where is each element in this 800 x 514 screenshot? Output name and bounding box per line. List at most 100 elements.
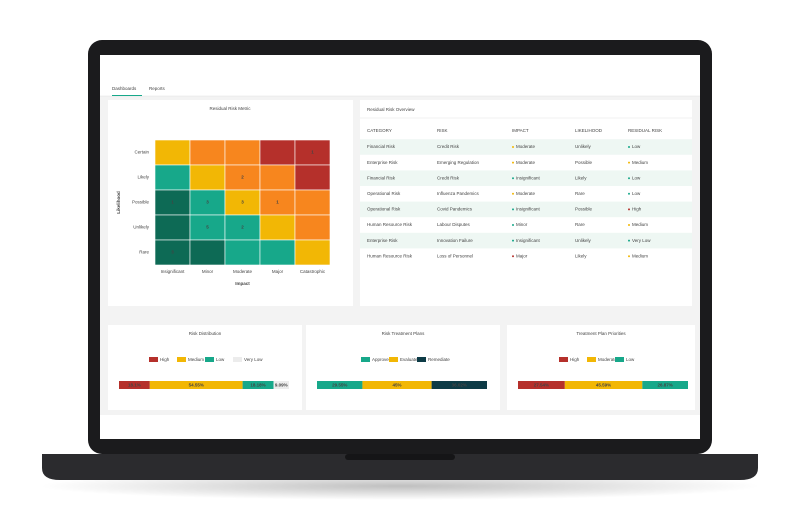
table-cell: Insignificant [516, 207, 541, 212]
tab[interactable]: Reports [149, 86, 166, 91]
table-cell: Minor [516, 222, 528, 227]
table-cell: Insignificant [516, 238, 541, 243]
heatmap-cell [294, 139, 331, 166]
legend-label: Medium [188, 357, 204, 362]
legend-label: High [570, 357, 580, 362]
table-cell: Low [632, 175, 641, 180]
segment-label: 54.55% [189, 382, 204, 387]
legend-label: Very Low [244, 357, 263, 362]
segment-label: 18.18% [250, 382, 265, 387]
table-cell: Medium [632, 160, 648, 165]
column-label: Minor [202, 269, 214, 274]
legend-label: Approve [372, 357, 389, 362]
heatmap-cell [189, 139, 226, 166]
legend-swatch [233, 357, 242, 362]
panel-title: Risk Distribution [189, 331, 222, 336]
bar-segment [273, 381, 289, 389]
table-cell: Low [632, 191, 641, 196]
heatmap-cell [189, 164, 226, 191]
x-axis-title: Impact [235, 281, 250, 286]
cell-count: 2 [241, 225, 244, 230]
heatmap-cell [259, 139, 296, 166]
heatmap-cell [154, 189, 191, 216]
legend-label: Low [216, 357, 225, 362]
status-dot [628, 161, 630, 164]
status-dot [512, 255, 514, 258]
status-dot [628, 177, 630, 180]
bar-segment [518, 381, 565, 389]
table-cell: Operational Risk [367, 191, 401, 196]
tab[interactable]: Dashboards [112, 86, 137, 91]
status-dot [512, 161, 514, 164]
row-stripe [360, 201, 692, 218]
bar-segment [242, 381, 274, 389]
row-stripe [360, 139, 692, 155]
legend-label: High [160, 357, 170, 362]
column-label: Moderate [233, 269, 253, 274]
cell-count: 1 [171, 200, 174, 205]
status-dot [512, 192, 514, 195]
tab-bar [100, 83, 700, 96]
cell-count: 3 [206, 200, 209, 205]
bar-segment [119, 381, 150, 389]
legend-swatch [559, 357, 568, 362]
table-cell: Labour Disputes [437, 222, 471, 227]
table-cell: Human Resource Risk [367, 222, 413, 227]
heatmap-cell [259, 239, 296, 266]
legend-swatch [177, 357, 186, 362]
status-dot [628, 146, 630, 148]
panel [108, 325, 302, 410]
heatmap-cell [259, 214, 296, 241]
row-label: Certain [134, 150, 149, 155]
row-label: Rare [139, 250, 149, 255]
row-stripe [360, 232, 692, 249]
footer-strip [100, 415, 700, 439]
status-dot [628, 239, 630, 242]
table-cell: Moderate [516, 144, 536, 149]
panel [507, 325, 695, 410]
table-header: LIKELIHOOD [575, 128, 603, 133]
table-cell: High [632, 207, 642, 212]
cell-count: 1 [311, 150, 314, 155]
table-cell: Rare [575, 191, 585, 196]
panel-title: Risk Treatment Plans [382, 331, 426, 336]
heatmap-cell [294, 239, 331, 266]
heatmap-cell [259, 164, 296, 191]
segment-label: 45.59% [596, 382, 611, 387]
heatmap-cell [189, 189, 226, 216]
status-dot [512, 177, 514, 180]
table-cell: Credit Risk [437, 175, 460, 180]
legend-swatch [361, 357, 370, 362]
status-dot [628, 255, 630, 258]
heatmap-cell [189, 239, 226, 266]
table-cell: Possible [575, 207, 593, 212]
legend-swatch [587, 357, 596, 362]
table-cell: Operational Risk [367, 207, 401, 212]
cell-count: 3 [241, 200, 244, 205]
table-cell: Likely [575, 253, 587, 258]
table-cell: Credit Risk [437, 144, 460, 149]
table-cell: Moderate [516, 160, 536, 165]
table-cell: Major [516, 253, 528, 258]
row-label: Possible [132, 200, 150, 205]
legend-swatch [417, 357, 426, 362]
heatmap-cell [224, 239, 261, 266]
column-label: Major [272, 269, 284, 274]
status-dot [512, 146, 514, 148]
cell-count: 3 [171, 250, 174, 255]
legend-label: Low [626, 357, 635, 362]
table-cell: Emerging Regulation [437, 160, 480, 165]
bar-segment [431, 381, 487, 389]
table-header: CATEGORY [367, 128, 392, 133]
laptop-notch [345, 454, 455, 460]
heatmap-cell [189, 214, 226, 241]
table-cell: Medium [632, 253, 648, 258]
table-cell: Medium [632, 222, 648, 227]
table-cell: Enterprise Risk [367, 160, 398, 165]
column-label: Insignificant [161, 269, 186, 274]
heatmap-cell [294, 164, 331, 191]
status-dot [512, 224, 514, 226]
heatmap-cell [259, 189, 296, 216]
heatmap-title: Residual Risk Metric [209, 106, 251, 111]
heatmap-cell [154, 164, 191, 191]
